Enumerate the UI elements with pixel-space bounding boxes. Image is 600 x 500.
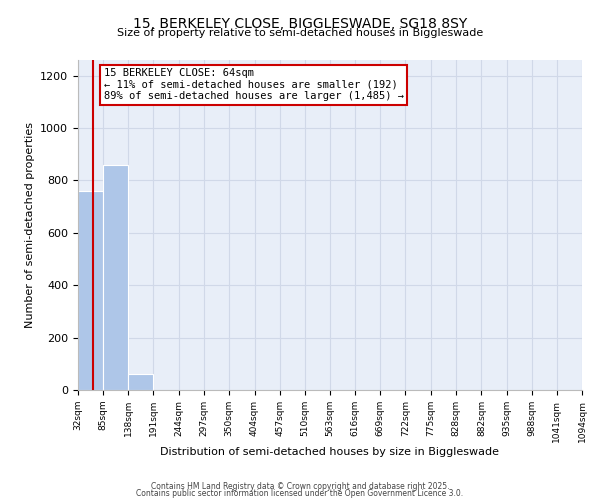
Text: Size of property relative to semi-detached houses in Biggleswade: Size of property relative to semi-detach… [117, 28, 483, 38]
Bar [78, 191, 103, 390]
Text: Contains HM Land Registry data © Crown copyright and database right 2025.: Contains HM Land Registry data © Crown c… [151, 482, 449, 491]
Bar [103, 165, 128, 390]
Text: Contains public sector information licensed under the Open Government Licence 3.: Contains public sector information licen… [136, 490, 464, 498]
Text: 15, BERKELEY CLOSE, BIGGLESWADE, SG18 8SY: 15, BERKELEY CLOSE, BIGGLESWADE, SG18 8S… [133, 18, 467, 32]
X-axis label: Distribution of semi-detached houses by size in Biggleswade: Distribution of semi-detached houses by … [161, 448, 499, 458]
Text: 15 BERKELEY CLOSE: 64sqm
← 11% of semi-detached houses are smaller (192)
89% of : 15 BERKELEY CLOSE: 64sqm ← 11% of semi-d… [104, 68, 404, 102]
Y-axis label: Number of semi-detached properties: Number of semi-detached properties [25, 122, 35, 328]
Bar [128, 374, 154, 390]
